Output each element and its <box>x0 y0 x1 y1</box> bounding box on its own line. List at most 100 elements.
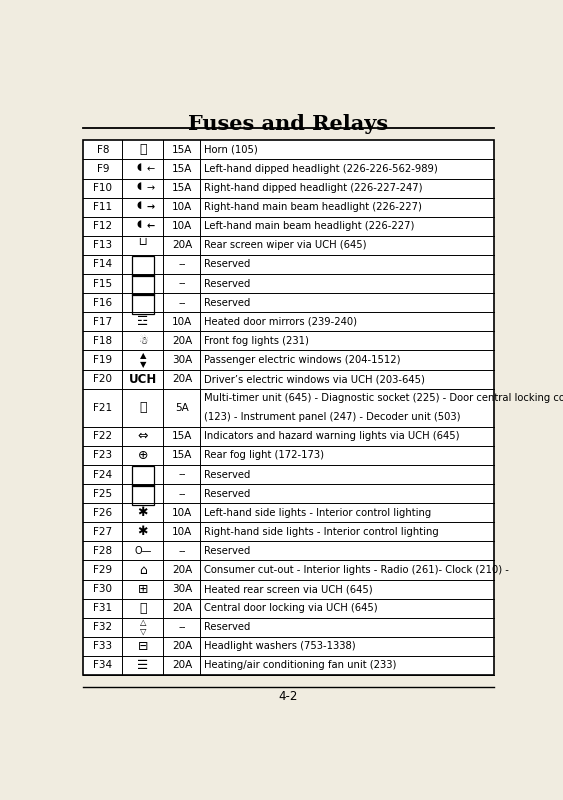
Text: F9: F9 <box>97 164 109 174</box>
Text: 30A: 30A <box>172 584 192 594</box>
Text: Passenger electric windows (204-1512): Passenger electric windows (204-1512) <box>204 355 400 365</box>
Text: F14: F14 <box>93 259 113 270</box>
Text: F34: F34 <box>93 661 113 670</box>
Text: 10A: 10A <box>172 202 192 212</box>
Text: --: -- <box>178 470 186 479</box>
Text: △: △ <box>140 618 146 627</box>
Text: F22: F22 <box>93 431 113 442</box>
Text: F28: F28 <box>93 546 113 556</box>
Text: ⊞: ⊞ <box>138 582 148 596</box>
Text: 20A: 20A <box>172 374 192 384</box>
Text: F21: F21 <box>93 402 113 413</box>
Text: --: -- <box>178 622 186 632</box>
Text: ▽: ▽ <box>140 627 146 636</box>
Text: F31: F31 <box>93 603 113 614</box>
Text: F30: F30 <box>93 584 113 594</box>
Text: F20: F20 <box>93 374 113 384</box>
Text: 5A: 5A <box>175 402 189 413</box>
Text: ◖: ◖ <box>137 200 142 210</box>
Text: ←: ← <box>147 164 155 174</box>
Text: --: -- <box>178 546 186 556</box>
Text: --: -- <box>178 278 186 289</box>
Text: 15A: 15A <box>172 164 192 174</box>
Text: Front fog lights (231): Front fog lights (231) <box>204 336 309 346</box>
Text: F32: F32 <box>93 622 113 632</box>
Text: Reserved: Reserved <box>204 489 250 498</box>
Text: ☃: ☃ <box>138 336 148 346</box>
Text: 20A: 20A <box>172 603 192 614</box>
Text: Consumer cut-out - Interior lights - Radio (261)- Clock (210) -: Consumer cut-out - Interior lights - Rad… <box>204 565 509 575</box>
FancyBboxPatch shape <box>83 140 494 675</box>
Text: F17: F17 <box>93 317 113 326</box>
Text: ◖: ◖ <box>136 162 141 172</box>
Text: 20A: 20A <box>172 565 192 575</box>
Text: ⊕: ⊕ <box>138 449 148 462</box>
Text: ▼: ▼ <box>140 360 146 370</box>
Text: O—: O— <box>134 546 151 556</box>
Text: →: → <box>147 202 155 212</box>
Text: Multi-timer unit (645) - Diagnostic socket (225) - Door central locking control: Multi-timer unit (645) - Diagnostic sock… <box>204 393 563 403</box>
Text: ⚿: ⚿ <box>139 602 147 614</box>
Text: Reserved: Reserved <box>204 622 250 632</box>
Text: 20A: 20A <box>172 240 192 250</box>
Text: ◖: ◖ <box>136 182 141 191</box>
Text: 15A: 15A <box>172 431 192 442</box>
Text: ⦚: ⦚ <box>139 143 147 157</box>
Text: ☰: ☰ <box>137 659 149 672</box>
Text: Reserved: Reserved <box>204 546 250 556</box>
Text: F8: F8 <box>97 145 109 155</box>
Text: 4-2: 4-2 <box>279 690 298 703</box>
Text: 20A: 20A <box>172 661 192 670</box>
Text: Driver’s electric windows via UCH (203-645): Driver’s electric windows via UCH (203-6… <box>204 374 425 384</box>
Text: Heated rear screen via UCH (645): Heated rear screen via UCH (645) <box>204 584 373 594</box>
Text: ◖: ◖ <box>137 219 142 230</box>
Text: --: -- <box>178 298 186 308</box>
Text: ☲: ☲ <box>137 315 149 328</box>
Text: F15: F15 <box>93 278 113 289</box>
Text: ⇔: ⇔ <box>138 430 148 443</box>
Text: Right-hand dipped headlight (226-227-247): Right-hand dipped headlight (226-227-247… <box>204 183 422 193</box>
Text: F27: F27 <box>93 527 113 537</box>
Text: F33: F33 <box>93 642 113 651</box>
Text: --: -- <box>178 489 186 498</box>
Text: Reserved: Reserved <box>204 470 250 479</box>
Text: └┘: └┘ <box>136 240 150 250</box>
Text: Heating/air conditioning fan unit (233): Heating/air conditioning fan unit (233) <box>204 661 396 670</box>
Text: Rear screen wiper via UCH (645): Rear screen wiper via UCH (645) <box>204 240 367 250</box>
Text: F29: F29 <box>93 565 113 575</box>
Text: 20A: 20A <box>172 336 192 346</box>
Text: Fuses and Relays: Fuses and Relays <box>189 114 388 134</box>
Text: F19: F19 <box>93 355 113 365</box>
Text: Central door locking via UCH (645): Central door locking via UCH (645) <box>204 603 377 614</box>
Text: F23: F23 <box>93 450 113 461</box>
Text: Indicators and hazard warning lights via UCH (645): Indicators and hazard warning lights via… <box>204 431 459 442</box>
Text: 15A: 15A <box>172 145 192 155</box>
Text: ▲: ▲ <box>140 350 146 359</box>
Text: F26: F26 <box>93 508 113 518</box>
Text: 15A: 15A <box>172 183 192 193</box>
Text: UCH: UCH <box>129 373 157 386</box>
Text: →: → <box>147 183 155 193</box>
Text: Rear fog light (172-173): Rear fog light (172-173) <box>204 450 324 461</box>
Text: ⊟: ⊟ <box>138 640 148 653</box>
Text: Left-hand main beam headlight (226-227): Left-hand main beam headlight (226-227) <box>204 222 414 231</box>
Text: 30A: 30A <box>172 355 192 365</box>
Text: F24: F24 <box>93 470 113 479</box>
Text: F13: F13 <box>93 240 113 250</box>
Text: Reserved: Reserved <box>204 278 250 289</box>
Text: F11: F11 <box>93 202 113 212</box>
Text: --: -- <box>178 259 186 270</box>
Text: Heated door mirrors (239-240): Heated door mirrors (239-240) <box>204 317 357 326</box>
Text: Left-hand side lights - Interior control lighting: Left-hand side lights - Interior control… <box>204 508 431 518</box>
Text: Reserved: Reserved <box>204 259 250 270</box>
Text: ✱: ✱ <box>138 526 148 538</box>
Text: F16: F16 <box>93 298 113 308</box>
Text: ✱: ✱ <box>138 506 148 519</box>
Text: Horn (105): Horn (105) <box>204 145 258 155</box>
Text: 10A: 10A <box>172 508 192 518</box>
Text: ⚿: ⚿ <box>139 401 147 414</box>
Text: ⌂: ⌂ <box>139 563 147 577</box>
Text: 20A: 20A <box>172 642 192 651</box>
Text: Right-hand side lights - Interior control lighting: Right-hand side lights - Interior contro… <box>204 527 439 537</box>
Text: 10A: 10A <box>172 527 192 537</box>
